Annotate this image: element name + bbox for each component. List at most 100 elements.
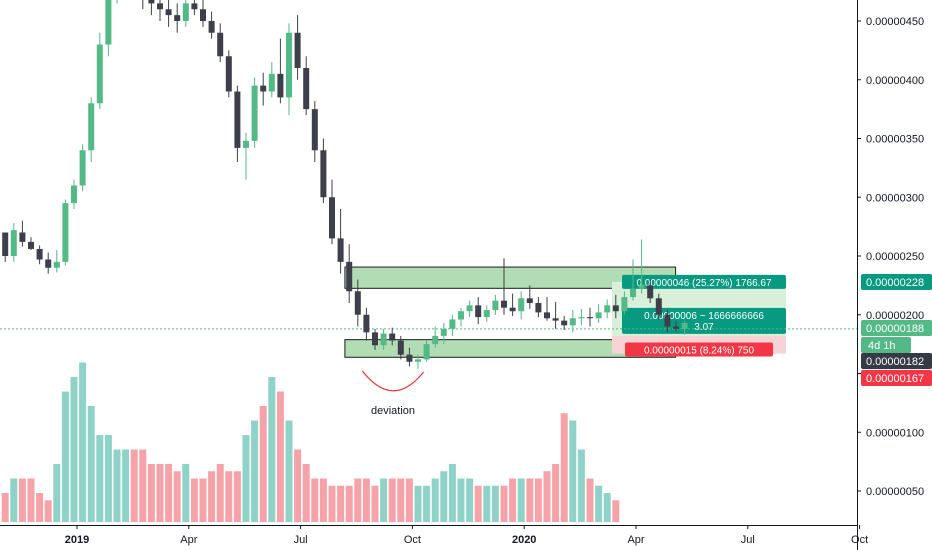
volume-bar: [113, 449, 121, 522]
volume-bar: [569, 420, 577, 522]
candle-body: [587, 317, 593, 319]
volume-bar: [405, 478, 413, 522]
candle-body: [28, 241, 34, 249]
candle-body: [225, 56, 232, 92]
volume-bar: [251, 420, 259, 522]
candle-body: [612, 305, 619, 312]
candle-body: [432, 335, 439, 345]
candle-body: [561, 320, 568, 326]
volume-bar: [242, 435, 250, 522]
volume-bar: [276, 391, 284, 522]
candle-body: [363, 314, 370, 333]
candle-body: [96, 44, 103, 104]
candle-body: [165, 9, 172, 16]
candle-body: [466, 305, 473, 312]
position-ratio-label-box: [622, 307, 786, 334]
candle-body: [174, 15, 181, 21]
candle-body: [458, 311, 464, 320]
candle-body: [268, 73, 275, 92]
stop-price-badge: [861, 370, 932, 386]
volume-bar: [474, 485, 482, 522]
volume-bar: [603, 493, 611, 522]
candle-body: [397, 340, 404, 355]
price-tick-label: 0.00000350: [866, 134, 924, 146]
volume-bar: [595, 485, 603, 522]
volume-bar: [122, 449, 130, 522]
long-position-tool[interactable]: 0.00000046 (25.27%) 1766.67 0.00000006 ~ …: [612, 274, 786, 357]
volume-bar: [70, 377, 78, 522]
volume-bar: [199, 478, 207, 522]
price-badges: 0.00000228 0.00000188 4d 1h 0.00000182 0…: [861, 274, 932, 386]
time-tick-label: Oct: [404, 534, 421, 546]
volume-bar: [586, 478, 594, 522]
volume-bar: [517, 478, 525, 522]
volume-bar: [61, 391, 69, 522]
candle-body: [630, 288, 636, 298]
volume-bar: [526, 478, 534, 522]
volume-bar: [156, 464, 164, 522]
volume-bar: [302, 464, 310, 522]
candle-body: [380, 333, 387, 346]
candle-body: [53, 261, 60, 268]
volume-bar: [362, 478, 370, 522]
candle-body: [10, 230, 17, 256]
volume-bar: [311, 478, 319, 522]
candle-body: [681, 322, 688, 329]
time-axis[interactable]: 2019 Apr Jul Oct 2020 Apr Jul Oct: [0, 525, 868, 546]
volume-bar: [414, 485, 422, 522]
last-price-badge-text: 0.00000188: [866, 323, 924, 335]
price-tick-label: 0.00000200: [866, 310, 924, 322]
candlesticks: [2, 0, 688, 369]
candle-body: [19, 232, 26, 242]
volume-bar: [96, 435, 104, 522]
candle-body: [62, 203, 69, 262]
candle-body: [535, 303, 542, 313]
candle-body: [286, 32, 292, 98]
candle-body: [638, 285, 645, 289]
volume-bar: [552, 464, 560, 522]
candle-body: [509, 307, 516, 312]
volume-bar: [139, 449, 147, 522]
volume-bar: [130, 449, 138, 522]
volume-bar: [44, 500, 52, 522]
countdown-badge: [861, 337, 911, 353]
candle-body: [320, 150, 327, 198]
volume-bar: [457, 478, 465, 522]
candle-body: [346, 261, 353, 292]
volume-bar: [268, 377, 276, 522]
candle-body: [277, 73, 284, 98]
candle-body: [45, 259, 52, 268]
target-price-badge: [861, 274, 932, 290]
volume-bar: [53, 464, 61, 522]
volume-bar: [577, 449, 585, 522]
entry-price-badge-text: 0.00000182: [866, 356, 924, 368]
candle-body: [647, 285, 654, 299]
volume-bar: [190, 478, 198, 522]
last-price-badge: [861, 320, 932, 336]
volume-bar: [10, 478, 18, 522]
target-price-badge-text: 0.00000228: [866, 277, 924, 289]
volume-bar: [182, 464, 190, 522]
candle-body: [234, 91, 241, 148]
candle-body: [294, 32, 301, 68]
candle-body: [79, 150, 86, 186]
candle-body: [449, 319, 456, 329]
candle-body: [182, 3, 189, 21]
position-ratio-label-line2: 3.07: [694, 322, 714, 333]
volume-bar: [448, 464, 456, 522]
deviation-annotation[interactable]: deviation: [361, 370, 425, 417]
volume-bar: [371, 485, 379, 522]
candle-body: [578, 317, 585, 319]
volume-bar: [27, 478, 35, 522]
candle-body: [191, 3, 198, 10]
price-tick-label: 0.00000250: [866, 251, 924, 263]
candle-body: [544, 312, 550, 319]
price-tick-label: 0.00000450: [866, 16, 924, 28]
volume-bar: [509, 478, 517, 522]
volume-bar: [319, 478, 327, 522]
candle-body: [88, 103, 95, 151]
price-tick-label: 0.00000300: [866, 192, 924, 204]
candle-body: [208, 21, 215, 33]
position-ratio-label-line1: 0.00000006 ~ 1666666666: [644, 311, 764, 322]
